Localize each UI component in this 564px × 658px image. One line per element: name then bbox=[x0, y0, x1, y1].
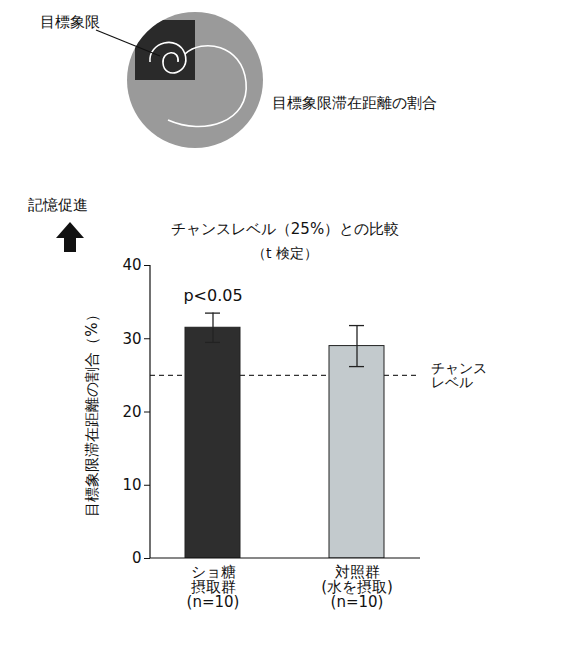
svg-text:0: 0 bbox=[132, 549, 142, 567]
svg-text:10: 10 bbox=[122, 476, 141, 494]
svg-text:目標象限: 目標象限 bbox=[40, 13, 100, 31]
html-text:記憶促進: 記憶促進 bbox=[28, 196, 88, 214]
html-text:チャンスレベル（25%）との比較: チャンスレベル（25%）との比較 bbox=[170, 220, 400, 238]
svg-text:目標象限滞在距離の割合: 目標象限滞在距離の割合 bbox=[272, 94, 437, 112]
html-text:（t 検定）: （t 検定） bbox=[252, 245, 318, 261]
svg-text:チャンスレベル: チャンスレベル bbox=[431, 360, 487, 390]
svg-text:p<0.05: p<0.05 bbox=[183, 286, 242, 305]
svg-text:30: 30 bbox=[122, 330, 141, 348]
svg-text:20: 20 bbox=[122, 403, 141, 421]
svg-text:目標象限滞在距離の割合（%）: 目標象限滞在距離の割合（%） bbox=[83, 307, 101, 516]
svg-text:対照群(水を摂取)(n=10): 対照群(水を摂取)(n=10) bbox=[321, 563, 393, 611]
svg-text:40: 40 bbox=[122, 256, 141, 274]
svg-text:ショ糖摂取群(n=10): ショ糖摂取群(n=10) bbox=[187, 563, 240, 611]
